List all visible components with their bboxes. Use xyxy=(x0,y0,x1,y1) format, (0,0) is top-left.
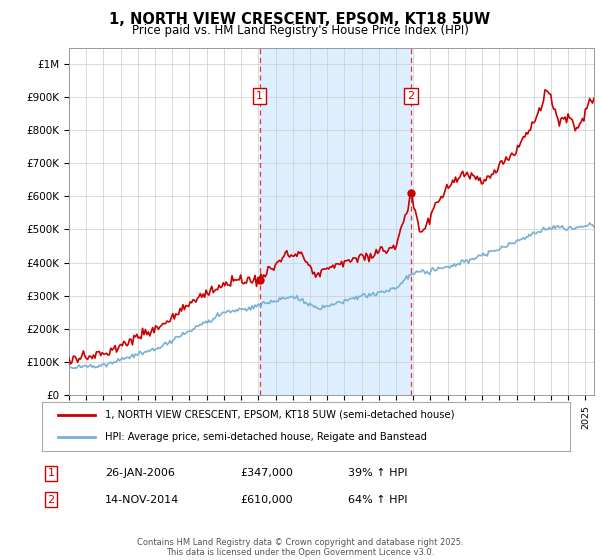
Text: 1, NORTH VIEW CRESCENT, EPSOM, KT18 5UW: 1, NORTH VIEW CRESCENT, EPSOM, KT18 5UW xyxy=(109,12,491,27)
Text: Contains HM Land Registry data © Crown copyright and database right 2025.
This d: Contains HM Land Registry data © Crown c… xyxy=(137,538,463,557)
Text: 39% ↑ HPI: 39% ↑ HPI xyxy=(348,468,407,478)
Text: 1: 1 xyxy=(47,468,55,478)
Text: 1: 1 xyxy=(256,91,263,101)
Text: 2: 2 xyxy=(407,91,415,101)
Bar xyxy=(260,48,411,395)
Text: 2: 2 xyxy=(47,494,55,505)
Text: £347,000: £347,000 xyxy=(240,468,293,478)
Text: HPI: Average price, semi-detached house, Reigate and Banstead: HPI: Average price, semi-detached house,… xyxy=(106,432,427,442)
Text: 64% ↑ HPI: 64% ↑ HPI xyxy=(348,494,407,505)
Text: 26-JAN-2006: 26-JAN-2006 xyxy=(105,468,175,478)
Text: Price paid vs. HM Land Registry's House Price Index (HPI): Price paid vs. HM Land Registry's House … xyxy=(131,24,469,36)
Text: £610,000: £610,000 xyxy=(240,494,293,505)
Text: 1, NORTH VIEW CRESCENT, EPSOM, KT18 5UW (semi-detached house): 1, NORTH VIEW CRESCENT, EPSOM, KT18 5UW … xyxy=(106,410,455,420)
Text: 14-NOV-2014: 14-NOV-2014 xyxy=(105,494,179,505)
